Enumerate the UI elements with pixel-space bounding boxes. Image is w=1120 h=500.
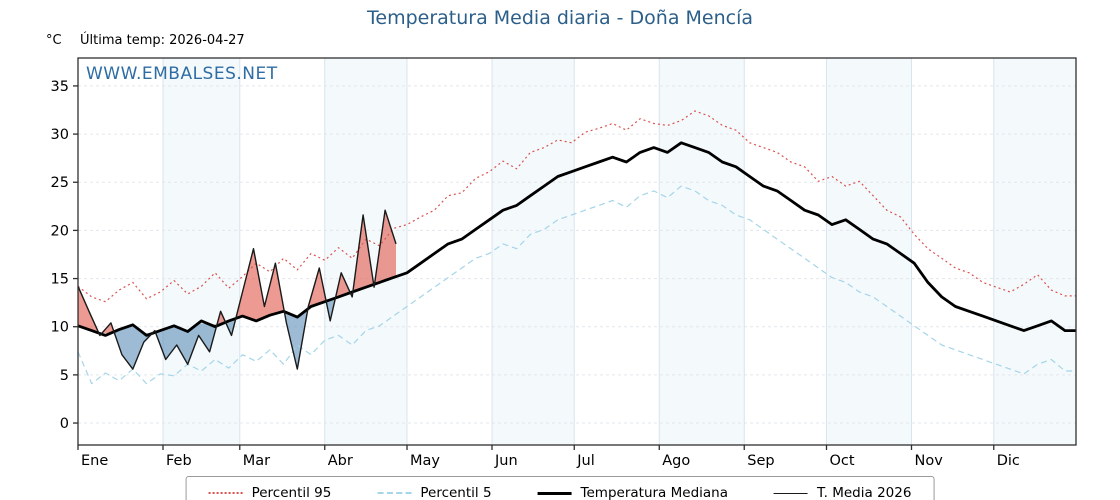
- legend-label-t-media-2026: T. Media 2026: [817, 485, 912, 500]
- legend-label-temperatura-mediana: Temperatura Mediana: [580, 485, 728, 500]
- svg-text:Ago: Ago: [662, 453, 690, 469]
- svg-text:Ene: Ene: [81, 453, 108, 469]
- chart-title: Temperatura Media diaria - Doña Mencía: [367, 7, 753, 29]
- svg-text:30: 30: [51, 127, 69, 143]
- temperatura-mediana-line-sample: [537, 491, 572, 495]
- legend-item-temperatura-mediana: Temperatura Mediana: [537, 485, 728, 500]
- svg-text:Jun: Jun: [494, 453, 518, 469]
- legend-label-percentil-95: Percentil 95: [251, 485, 332, 500]
- svg-text:0: 0: [60, 416, 69, 432]
- last-temp-label: Última temp: 2026-04-27: [80, 33, 245, 48]
- t-media-2026-line-sample: [774, 492, 808, 494]
- svg-text:25: 25: [51, 175, 69, 191]
- svg-text:20: 20: [51, 223, 69, 239]
- watermark-text: WWW.EMBALSES.NET: [86, 64, 278, 84]
- svg-text:Dic: Dic: [997, 453, 1020, 469]
- chart-legend: Percentil 95 Percentil 5 Temperatura Med…: [185, 476, 935, 500]
- y-axis-unit-label: °C: [46, 33, 62, 48]
- percentil-5-line-sample: [377, 492, 412, 494]
- svg-text:10: 10: [51, 320, 69, 336]
- svg-text:Sep: Sep: [747, 453, 774, 469]
- legend-label-percentil-5: Percentil 5: [420, 485, 492, 500]
- svg-text:May: May: [410, 453, 440, 469]
- svg-text:Nov: Nov: [914, 453, 943, 469]
- svg-text:Jul: Jul: [576, 453, 595, 469]
- svg-text:Feb: Feb: [166, 453, 192, 469]
- percentil-95-line-sample: [208, 492, 243, 494]
- legend-item-t-media-2026: T. Media 2026: [774, 485, 911, 500]
- svg-text:35: 35: [51, 79, 69, 95]
- legend-item-percentil-5: Percentil 5: [377, 485, 492, 500]
- svg-text:15: 15: [51, 272, 69, 288]
- svg-text:5: 5: [60, 368, 69, 384]
- svg-text:Oct: Oct: [830, 453, 855, 469]
- svg-text:Mar: Mar: [243, 453, 270, 469]
- legend-item-percentil-95: Percentil 95: [208, 485, 332, 500]
- svg-text:Abr: Abr: [328, 453, 353, 469]
